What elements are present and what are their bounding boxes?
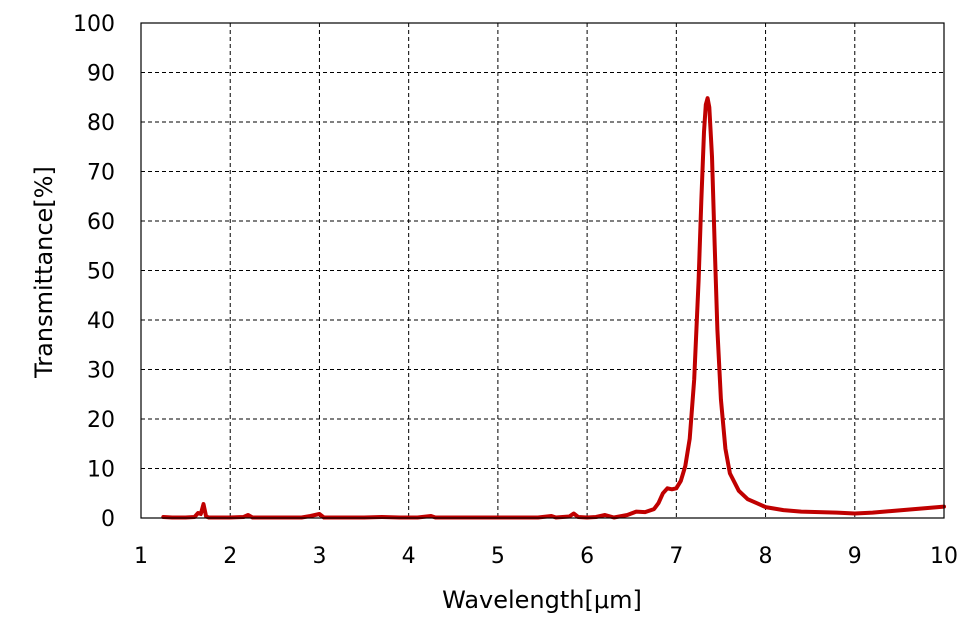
y-axis-title: Transmittance[%] xyxy=(30,166,58,379)
x-tick-label-2: 3 xyxy=(312,544,326,569)
x-tick-label-9: 10 xyxy=(930,544,958,569)
y-tick-label-5: 50 xyxy=(87,260,115,285)
x-tick-label-3: 4 xyxy=(402,544,416,569)
y-tick-label-6: 60 xyxy=(87,210,115,235)
y-tick-label-0: 0 xyxy=(101,507,115,532)
y-tick-label-4: 40 xyxy=(87,309,115,334)
y-tick-label-10: 100 xyxy=(73,12,115,37)
y-tick-label-2: 20 xyxy=(87,408,115,433)
y-tick-label-8: 80 xyxy=(87,111,115,136)
y-tick-label-7: 70 xyxy=(87,161,115,186)
x-tick-label-7: 8 xyxy=(759,544,773,569)
y-tick-label-1: 10 xyxy=(87,458,115,483)
x-tick-labels: 1 2 3 4 5 6 7 8 9 10 xyxy=(134,544,958,569)
y-tick-label-3: 30 xyxy=(87,359,115,384)
y-tick-labels: 0 10 20 30 40 50 60 70 80 90 100 xyxy=(73,12,115,532)
x-tick-label-8: 9 xyxy=(848,544,862,569)
plot-frame xyxy=(140,22,945,519)
y-tick-label-9: 90 xyxy=(87,62,115,87)
x-axis-title: Wavelength[μm] xyxy=(442,586,642,614)
x-tick-label-6: 7 xyxy=(669,544,683,569)
x-tick-label-4: 5 xyxy=(491,544,505,569)
grid-lines xyxy=(141,23,944,518)
x-tick-label-5: 6 xyxy=(580,544,594,569)
x-tick-label-0: 1 xyxy=(134,544,148,569)
x-tick-label-1: 2 xyxy=(223,544,237,569)
